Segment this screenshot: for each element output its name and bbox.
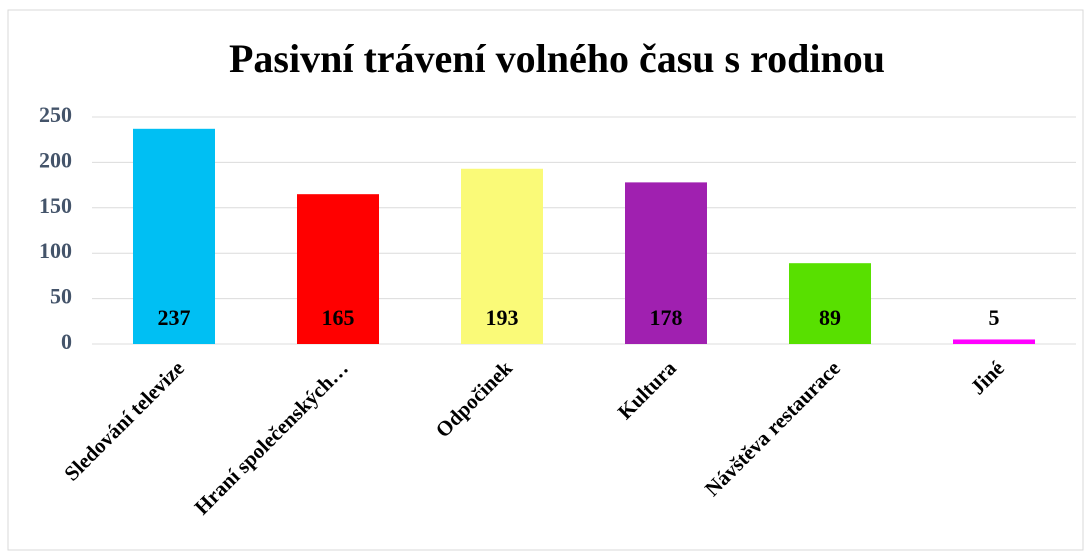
data-label: 5 xyxy=(989,305,1000,330)
bar xyxy=(133,128,215,344)
bar xyxy=(953,339,1035,344)
bar xyxy=(297,194,379,344)
y-tick-label: 50 xyxy=(50,284,72,309)
bar xyxy=(461,168,543,344)
data-label: 193 xyxy=(486,305,519,330)
y-tick-label: 0 xyxy=(61,329,72,354)
y-tick-label: 150 xyxy=(39,193,72,218)
chart-title: Pasivní trávení volného času s rodinou xyxy=(229,36,885,81)
bar xyxy=(625,182,707,344)
data-label: 178 xyxy=(650,305,683,330)
y-tick-label: 200 xyxy=(39,147,72,172)
data-label: 89 xyxy=(819,305,841,330)
bar xyxy=(789,263,871,344)
data-label: 165 xyxy=(322,305,355,330)
y-tick-label: 250 xyxy=(39,102,72,127)
data-label: 237 xyxy=(158,305,191,330)
y-tick-label: 100 xyxy=(39,238,72,263)
